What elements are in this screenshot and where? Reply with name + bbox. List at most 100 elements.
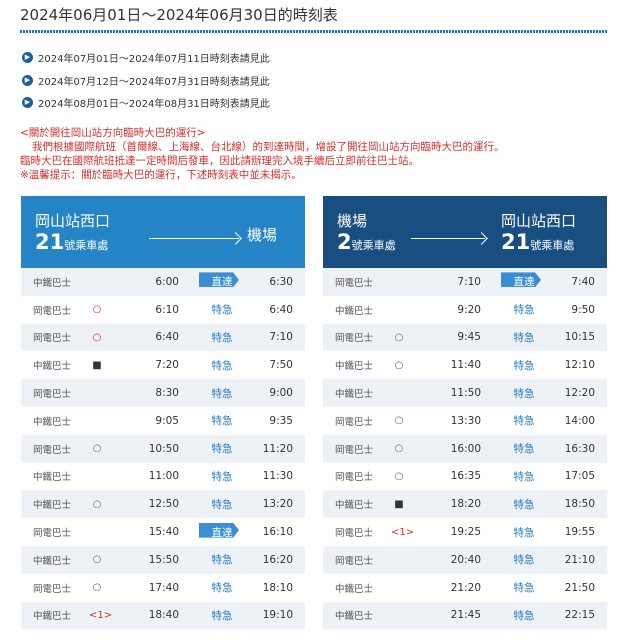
service-type: 特急 bbox=[513, 443, 535, 456]
table-row: 岡電巴士 ○ 17:40 特急 18:10 bbox=[21, 573, 305, 602]
page-title: 2024年06月01日～2024年06月30日的時刻表 bbox=[20, 6, 338, 24]
table-row: 中鐵巴士 21:20 特急 21:50 bbox=[323, 573, 607, 602]
service-type: 特急 bbox=[211, 609, 233, 622]
origin-platform: 21號乘車處 bbox=[35, 230, 108, 254]
table-row: 岡電巴士 15:40 直達 16:10 bbox=[21, 518, 305, 546]
arrival-time: 7:40 bbox=[571, 275, 595, 288]
table-row: 岡電巴士 ○ 6:40 特急 7:10 bbox=[21, 323, 305, 352]
table-row: 岡電巴士 7:10 直達 7:40 bbox=[323, 268, 607, 296]
bus-company: 岡電巴士 bbox=[335, 555, 374, 567]
departure-time: 21:20 bbox=[450, 581, 481, 594]
arrival-time: 18:50 bbox=[564, 498, 595, 511]
origin-platform: 2號乘車處 bbox=[337, 230, 396, 254]
destination-platform: 21號乘車處 bbox=[501, 230, 574, 254]
service-mark: ○ bbox=[394, 415, 404, 427]
arrival-time: 17:05 bbox=[564, 470, 595, 483]
departure-time: 13:30 bbox=[450, 414, 481, 427]
arrow-right-icon: ▶ bbox=[22, 75, 33, 86]
destination-name: 岡山站西口 bbox=[501, 212, 577, 230]
bus-company: 岡電巴士 bbox=[33, 389, 72, 401]
arrival-time: 9:35 bbox=[269, 414, 293, 427]
service-mark: ■ bbox=[394, 498, 404, 510]
arrival-time: 12:10 bbox=[564, 359, 595, 372]
bus-company: 中鐵巴士 bbox=[33, 277, 72, 289]
link-label[interactable]: 2024年07月12日～2024年07月31日時刻表請見此 bbox=[38, 77, 270, 88]
service-type: 特急 bbox=[211, 582, 233, 595]
bus-company: 岡電巴士 bbox=[33, 444, 72, 456]
service-type: 特急 bbox=[211, 443, 233, 456]
table-row: 岡電巴士 ○ 13:30 特急 14:00 bbox=[323, 406, 607, 435]
service-type: 特急 bbox=[211, 331, 233, 344]
arrival-time: 13:20 bbox=[262, 498, 293, 511]
timetable-airport-to-station: 機場 2號乘車處 岡山站西口 21號乘車處 岡電巴士 7:10 直達 7:40 中鐵巴士… bbox=[323, 196, 607, 630]
service-type: 直達 bbox=[501, 274, 547, 289]
departure-time: 18:20 bbox=[450, 498, 481, 511]
arrival-time: 12:20 bbox=[564, 387, 595, 400]
arrival-time: 16:10 bbox=[262, 526, 293, 539]
arrival-time: 7:10 bbox=[269, 331, 293, 344]
bus-company: 岡電巴士 bbox=[335, 528, 374, 540]
table-row: 中鐵巴士 21:45 特急 22:15 bbox=[323, 601, 607, 630]
bus-company: 中鐵巴士 bbox=[335, 611, 374, 623]
bus-company: 中鐵巴士 bbox=[335, 389, 374, 401]
service-type: 特急 bbox=[211, 359, 233, 372]
service-mark: <1> bbox=[391, 526, 415, 538]
departure-time: 11:00 bbox=[148, 470, 179, 483]
timetable-link-august[interactable]: ▶ 2024年08月01日～2024年08月31日時刻表請見此 bbox=[22, 95, 270, 110]
table-row: 岡電巴士 8:30 特急 9:00 bbox=[21, 379, 305, 407]
service-type: 特急 bbox=[211, 470, 233, 483]
title-divider bbox=[20, 30, 607, 33]
service-mark: ○ bbox=[92, 498, 102, 510]
table-row: 中鐵巴士 ○ 12:50 特急 13:20 bbox=[21, 490, 305, 519]
table-row: 中鐵巴士 ■ 7:20 特急 7:50 bbox=[21, 351, 305, 380]
timetable-link-july-late[interactable]: ▶ 2024年07月12日～2024年07月31日時刻表請見此 bbox=[22, 73, 270, 88]
table-row: 中鐵巴士 ■ 18:20 特急 18:50 bbox=[323, 490, 607, 519]
platform-suffix: 號乘車處 bbox=[351, 239, 396, 252]
arrow-right-icon: ▶ bbox=[22, 97, 33, 108]
platform-number: 21 bbox=[501, 230, 531, 254]
bus-company: 中鐵巴士 bbox=[33, 472, 72, 484]
departure-time: 9:45 bbox=[457, 331, 481, 344]
table-row: 岡電巴士 20:40 特急 21:10 bbox=[323, 545, 607, 574]
departure-time: 16:35 bbox=[450, 470, 481, 483]
table-row: 中鐵巴士 ○ 15:50 特急 16:20 bbox=[21, 545, 305, 574]
departure-time: 6:00 bbox=[155, 275, 179, 288]
link-label[interactable]: 2024年08月01日～2024年08月31日時刻表請見此 bbox=[38, 99, 270, 110]
bus-company: 岡電巴士 bbox=[335, 277, 374, 289]
departure-time: 15:50 bbox=[148, 553, 179, 566]
service-type: 特急 bbox=[513, 609, 535, 622]
departure-time: 6:10 bbox=[155, 303, 179, 316]
temporary-bus-notice: <關於開往岡山站方向臨時大巴的運行> 我們根據國際航班（首爾線、上海線、台北線）… bbox=[20, 126, 610, 182]
table-row: 中鐵巴士 11:00 特急 11:30 bbox=[21, 462, 305, 491]
service-mark: ○ bbox=[394, 470, 404, 482]
service-mark: <1> bbox=[89, 609, 113, 621]
arrival-time: 16:20 bbox=[262, 553, 293, 566]
timetable-rows: 岡電巴士 7:10 直達 7:40 中鐵巴士 9:20 特急 9:50 岡電巴士 ○ 9:45 特急 1… bbox=[323, 268, 607, 630]
platform-suffix: 號乘車處 bbox=[530, 239, 575, 252]
service-type: 特急 bbox=[513, 415, 535, 428]
table-row: 中鐵巴士 <1> 18:40 特急 19:10 bbox=[21, 601, 305, 630]
bus-company: 岡電巴士 bbox=[335, 472, 374, 484]
service-mark: ○ bbox=[394, 443, 404, 455]
departure-time: 8:30 bbox=[155, 387, 179, 400]
bus-company: 中鐵巴士 bbox=[33, 611, 72, 623]
timetable-link-july-early[interactable]: ▶ 2024年07月01日～2024年07月11日時刻表請見此 bbox=[22, 50, 270, 65]
table-row: 岡電巴士 ○ 9:45 特急 10:15 bbox=[323, 323, 607, 352]
table-row: 中鐵巴士 9:20 特急 9:50 bbox=[323, 295, 607, 324]
table-row: 岡電巴士 ○ 16:35 特急 17:05 bbox=[323, 462, 607, 491]
bus-company: 中鐵巴士 bbox=[335, 361, 374, 373]
service-type: 特急 bbox=[513, 359, 535, 372]
link-label[interactable]: 2024年07月01日～2024年07月11日時刻表請見此 bbox=[38, 54, 270, 65]
service-type: 特急 bbox=[513, 470, 535, 483]
bus-company: 中鐵巴士 bbox=[335, 305, 374, 317]
service-mark: ○ bbox=[92, 443, 102, 455]
bus-company: 中鐵巴士 bbox=[335, 500, 374, 512]
table-header: 岡山站西口 21號乘車處 機場 bbox=[21, 196, 305, 268]
bus-company: 中鐵巴士 bbox=[335, 583, 374, 595]
arrival-time: 11:30 bbox=[262, 470, 293, 483]
service-type: 特急 bbox=[211, 554, 233, 567]
bus-company: 中鐵巴士 bbox=[33, 361, 72, 373]
service-mark: ○ bbox=[92, 331, 102, 343]
platform-number: 21 bbox=[35, 230, 65, 254]
service-mark: ■ bbox=[92, 359, 102, 371]
